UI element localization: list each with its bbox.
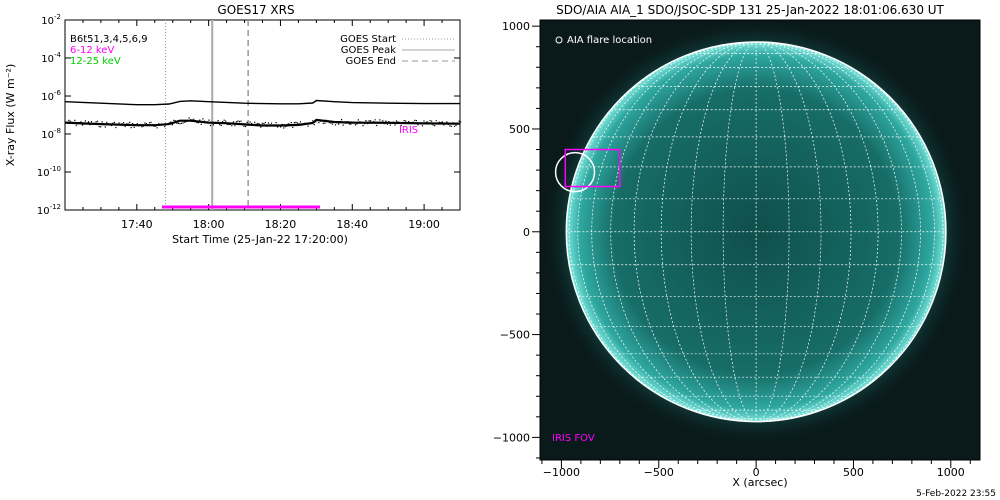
aia-x-axis: −1000 −500 0 500 1000 xyxy=(541,460,971,479)
series-noise xyxy=(65,117,462,129)
iris-bar-label: IRIS xyxy=(399,125,418,136)
grid-longitude-line xyxy=(577,41,757,422)
aia-y-axis: −1000 −500 0 500 1000 xyxy=(493,20,540,459)
goes-xrs-plot: GOES17 XRS 10-2 10-4 10-6 10-8 10-10 10-12 17… xyxy=(4,3,462,246)
aia-x-tick-label: −500 xyxy=(644,466,674,479)
goes-x-tick-label: 18:40 xyxy=(336,218,368,231)
goes-y-tick-label: 10-12 xyxy=(37,203,61,217)
grid-longitude-line xyxy=(591,41,757,422)
aia-x-tick-label: −1000 xyxy=(543,466,580,479)
aia-y-tick-label: 1000 xyxy=(502,20,530,33)
goes-marker-legend-label: GOES Peak xyxy=(341,45,396,56)
flare-legend-label: AIA flare location xyxy=(567,35,652,46)
aia-plot-frame xyxy=(539,19,981,461)
aia-image-plot: SDO/AIA AIA_1 SDO/JSOC-SDP 131 25-Jan-20… xyxy=(493,3,981,489)
goes-series-group xyxy=(64,99,462,129)
goes-y-tick-label: 10-4 xyxy=(41,51,61,65)
flare-legend-icon xyxy=(555,36,563,44)
aia-title: SDO/AIA AIA_1 SDO/JSOC-SDP 131 25-Jan-20… xyxy=(556,3,944,17)
aia-y-tick-label: −500 xyxy=(500,329,530,342)
goes-x-label: Start Time (25-Jan-22 17:20:00) xyxy=(172,233,348,246)
series-12-25-kev xyxy=(64,99,460,106)
goes-y-tick-label: 10-8 xyxy=(41,127,61,141)
goes-plot-frame xyxy=(64,19,461,211)
goes-y-tick-label: 10-10 xyxy=(37,165,61,179)
goes-marker-legend-label: GOES Start xyxy=(340,34,396,45)
aia-x-label: X (arcsec) xyxy=(732,476,787,489)
grid-longitude-line xyxy=(610,41,757,422)
goes-legend-item: 12-25 keV xyxy=(70,56,121,67)
goes-legend-item: 6-12 keV xyxy=(70,45,114,56)
goes-y-tick-label: 10-6 xyxy=(41,89,61,103)
grid-longitude-line xyxy=(756,41,921,422)
grid-longitude-line xyxy=(660,41,757,422)
heliographic-grid xyxy=(566,41,946,422)
aia-y-tick-label: 500 xyxy=(509,123,530,136)
flare-location-circle xyxy=(554,151,596,193)
goes-x-tick-label: 18:20 xyxy=(265,218,297,231)
goes-y-label: X-ray Flux (W m⁻²) xyxy=(4,64,17,166)
grid-longitude-line xyxy=(756,41,935,422)
iris-fov-label: IRIS FOV xyxy=(552,433,595,444)
goes-title: GOES17 XRS xyxy=(217,3,294,17)
grid-longitude-line xyxy=(633,41,757,422)
grid-longitude-line xyxy=(756,41,879,422)
grid-longitude-line xyxy=(756,41,852,422)
iris-fov-box xyxy=(564,148,621,188)
goes-marker-legend-label: GOES End xyxy=(346,56,396,67)
aia-y-tick-label: −1000 xyxy=(493,431,530,444)
footer-date: 5-Feb-2022 23:55 xyxy=(916,489,996,499)
goes-x-tick-label: 18:00 xyxy=(193,218,225,231)
solar-limb-outline xyxy=(565,41,947,423)
grid-longitude-line xyxy=(690,41,757,422)
grid-longitude-line xyxy=(756,41,790,422)
goes-y-axis: 10-2 10-4 10-6 10-8 10-10 10-12 xyxy=(37,13,460,217)
goes-x-tick-label: 17:40 xyxy=(121,218,153,231)
goes-legend-item: B6t51,3,4,5,6,9 xyxy=(70,34,148,45)
aia-y-tick-label: 0 xyxy=(523,226,530,239)
goes-iris-bar-group: IRIS xyxy=(161,125,418,209)
goes-y-tick-label: 10-2 xyxy=(41,13,61,27)
goes-event-markers xyxy=(165,20,249,210)
grid-longitude-line xyxy=(722,41,757,422)
aia-x-tick-label: 0 xyxy=(753,466,760,479)
aia-x-tick-label: 1000 xyxy=(937,466,965,479)
aia-x-tick-label: 500 xyxy=(843,466,864,479)
goes-x-tick-label: 19:00 xyxy=(408,218,440,231)
goes-x-axis: 17:40 18:00 18:20 18:40 19:00 xyxy=(64,20,461,231)
grid-longitude-line xyxy=(756,41,822,422)
grid-longitude-line xyxy=(756,41,902,422)
